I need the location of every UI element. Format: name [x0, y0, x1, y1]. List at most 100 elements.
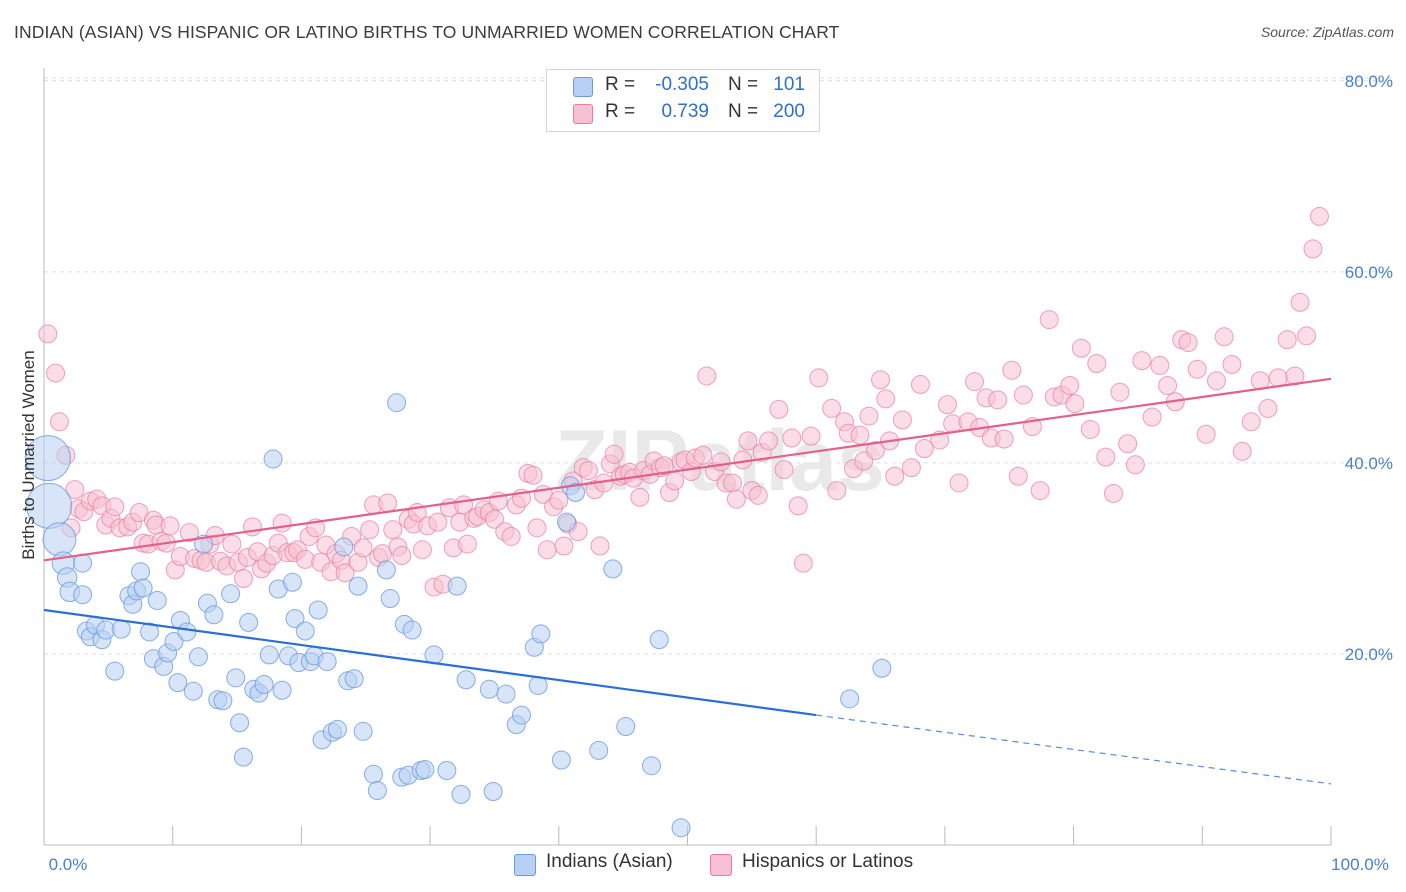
indian-point	[183, 681, 203, 701]
indian-point	[105, 661, 125, 681]
hispanic-point	[484, 509, 504, 529]
hispanic-point	[1002, 360, 1022, 380]
hispanics-points	[38, 206, 1329, 597]
hispanic-point	[1214, 327, 1234, 347]
hispanic-point	[527, 518, 547, 538]
hispanic-point	[865, 440, 885, 460]
indian-point	[308, 600, 328, 620]
indian-point	[73, 553, 93, 573]
hispanic-point	[1030, 481, 1050, 501]
indians-trend-extension	[816, 714, 1332, 785]
hispanic-point	[549, 490, 569, 510]
hispanic-point	[693, 445, 713, 465]
hispanic-point	[937, 395, 957, 415]
indian-point	[327, 719, 347, 739]
hispanic-point	[630, 487, 650, 507]
indian-point	[616, 717, 636, 737]
y-tick-labels: 20.0% 40.0% 60.0% 80.0%	[1345, 72, 1393, 664]
hispanic-point	[272, 513, 292, 533]
indian-point	[254, 675, 274, 695]
hispanic-point	[1125, 455, 1145, 475]
indian-point	[437, 760, 457, 780]
hispanic-point	[892, 410, 912, 430]
hispanic-point	[1087, 354, 1107, 374]
hispanic-point	[1297, 326, 1317, 346]
hispanic-point	[233, 568, 253, 588]
hispanic-point	[1080, 419, 1100, 439]
indian-point	[230, 713, 250, 733]
hispanic-point	[501, 526, 521, 546]
indian-point	[133, 578, 153, 598]
indians-points	[24, 393, 892, 838]
hispanic-point	[859, 406, 879, 426]
hispanic-point	[1142, 407, 1162, 427]
indian-point	[259, 645, 279, 665]
hispanic-point	[428, 512, 448, 532]
hispanic-point	[1118, 434, 1138, 454]
indian-point	[353, 721, 373, 741]
trend-lines	[43, 377, 1332, 785]
hispanic-point	[738, 431, 758, 451]
hispanic-point	[965, 372, 985, 392]
indian-point	[496, 684, 516, 704]
hispanic-point	[1103, 483, 1123, 503]
hispanic-point	[49, 412, 69, 432]
hispanic-point	[1241, 412, 1261, 432]
indian-point	[204, 605, 224, 625]
indian-point	[671, 818, 691, 838]
y-tick-label: 60.0%	[1345, 263, 1393, 282]
indian-point	[233, 747, 253, 767]
hispanic-point	[850, 425, 870, 445]
hispanic-point	[578, 461, 598, 481]
legend-row-hispanics: R = 0.739 N = 200	[547, 101, 819, 127]
indian-point	[456, 670, 476, 690]
y-tick-label: 20.0%	[1345, 645, 1393, 664]
indian-point	[168, 673, 188, 693]
hispanic-point	[1196, 424, 1216, 444]
indian-point	[194, 534, 214, 554]
hispanic-point	[759, 431, 779, 451]
indian-point	[402, 620, 422, 640]
hispanic-point	[353, 538, 373, 558]
indian-point	[483, 782, 503, 802]
indian-point	[344, 669, 364, 689]
hispanic-point	[1178, 333, 1198, 353]
chart-title: INDIAN (ASIAN) VS HISPANIC OR LATINO BIR…	[14, 22, 840, 42]
indian-point	[213, 691, 233, 711]
x-tick-label-max: 100.0%	[1331, 855, 1389, 874]
indian-point	[872, 658, 892, 678]
indian-point	[140, 622, 160, 642]
hispanic-point	[554, 536, 574, 556]
hispanic-point	[885, 466, 905, 486]
hispanic-point	[335, 563, 355, 583]
hispanic-point	[782, 428, 802, 448]
hispanic-point	[1150, 355, 1170, 375]
hispanic-point	[1096, 447, 1116, 467]
hispanic-point	[1132, 351, 1152, 371]
hispanic-point	[1290, 292, 1310, 312]
hispanic-point	[1158, 376, 1178, 396]
hispanic-point	[179, 523, 199, 543]
indian-point	[589, 740, 609, 760]
hispanic-point	[1258, 398, 1278, 418]
x-tick-label-min: 0.0%	[49, 855, 88, 874]
indian-point	[285, 609, 305, 629]
hispanic-point	[769, 399, 789, 419]
hispanic-point	[1013, 385, 1033, 405]
hispanic-point	[1222, 354, 1242, 374]
legend-r-value: 0.739	[661, 101, 709, 122]
hispanic-point	[988, 390, 1008, 410]
indian-point	[367, 781, 387, 801]
y-axis-label: Births to Unmarried Women	[19, 350, 38, 559]
hispanic-point	[604, 444, 624, 464]
hispanic-point	[822, 398, 842, 418]
hispanic-point	[1110, 382, 1130, 402]
indian-point	[380, 589, 400, 609]
hispanic-point	[65, 480, 85, 500]
hispanic-point	[793, 553, 813, 573]
hispanic-point	[1309, 206, 1329, 226]
indian-point	[376, 560, 396, 580]
indian-point	[282, 572, 302, 592]
hispanic-point	[949, 473, 969, 493]
